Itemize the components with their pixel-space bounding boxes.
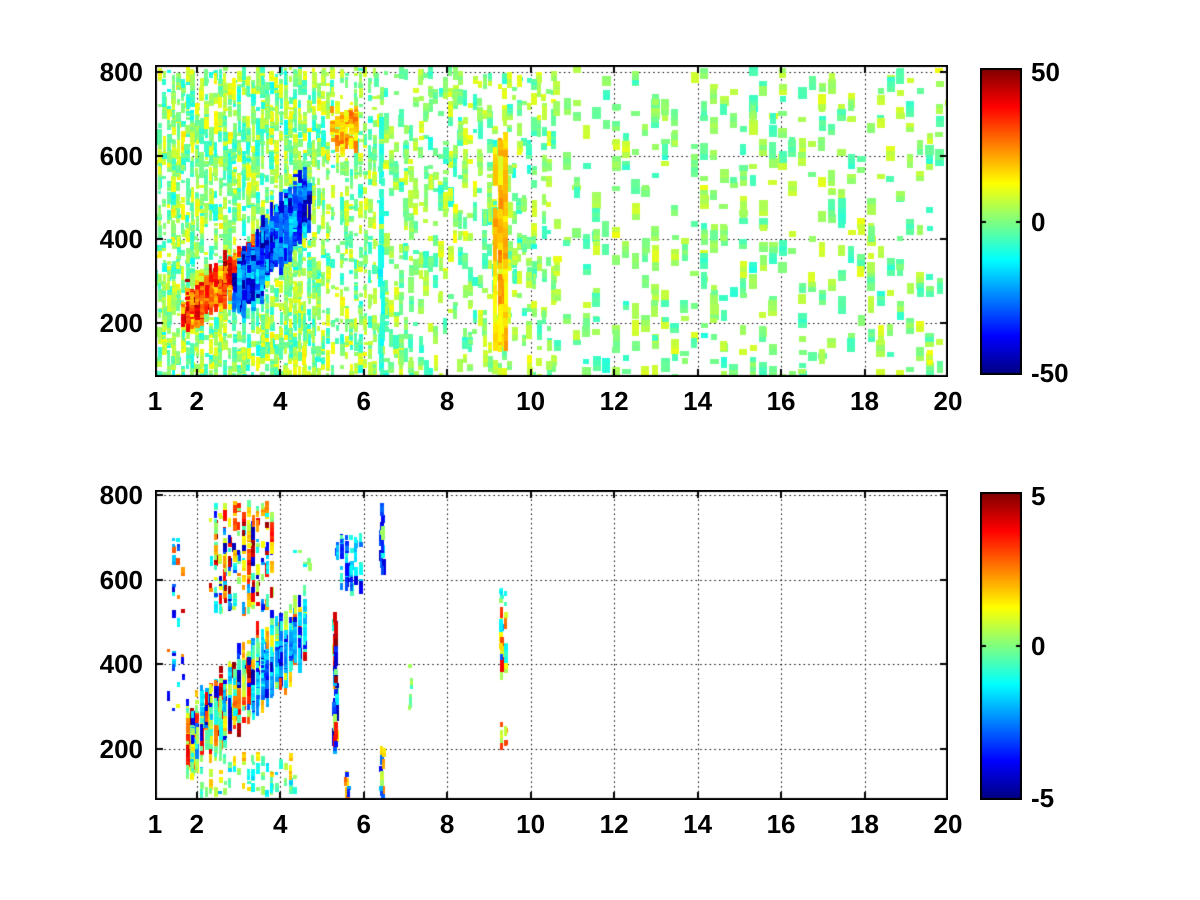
heatmap-top-canvas <box>155 65 948 377</box>
colorbar-top-max-label: 50 <box>1031 57 1060 87</box>
x-tick-label: 20 <box>933 386 963 416</box>
x-tick-label: 12 <box>599 809 629 839</box>
x-tick-label: 18 <box>850 809 879 839</box>
colorbar-bottom-zero-label: 0 <box>1031 631 1046 661</box>
x-tick-label: 6 <box>356 809 371 839</box>
x-tick-label: 14 <box>683 386 713 416</box>
x-tick-label: 10 <box>516 386 546 416</box>
x-tick-label: 18 <box>850 386 879 416</box>
y-tick-label: 400 <box>99 224 143 255</box>
colorbar-bottom-max-label: 5 <box>1031 481 1046 511</box>
x-tick-label: 2 <box>189 386 204 416</box>
x-tick-label: 8 <box>439 809 455 839</box>
x-tick-label: 2 <box>189 809 204 839</box>
y-tick-label: 800 <box>99 480 143 511</box>
colorbar-top-min-label: -50 <box>1031 358 1069 388</box>
x-tick-label: 1 <box>147 386 163 416</box>
x-tick-label: 20 <box>933 809 963 839</box>
y-tick-label: 600 <box>99 564 143 595</box>
y-tick-label: 800 <box>99 57 143 88</box>
x-tick-label: 16 <box>766 809 796 839</box>
y-tick-label: 400 <box>99 649 143 680</box>
colorbar-bottom-canvas <box>980 492 1022 800</box>
y-tick-label: 200 <box>99 734 143 765</box>
x-tick-label: 16 <box>766 386 796 416</box>
x-tick-label: 4 <box>272 386 288 416</box>
colorbar-top-canvas <box>980 68 1022 375</box>
x-tick-label: 6 <box>356 386 371 416</box>
y-tick-label: 600 <box>99 140 143 171</box>
x-tick-label: 8 <box>439 386 455 416</box>
heatmap-bottom-canvas <box>155 490 948 800</box>
x-tick-label: 12 <box>599 386 629 416</box>
colorbar-top-zero-label: 0 <box>1031 206 1046 237</box>
x-tick-label: 1 <box>147 809 163 839</box>
x-tick-label: 4 <box>272 809 288 839</box>
colorbar-bottom-min-label: -5 <box>1031 783 1055 813</box>
x-tick-label: 14 <box>683 809 713 839</box>
y-tick-label: 200 <box>99 308 143 339</box>
x-tick-label: 10 <box>516 809 546 839</box>
